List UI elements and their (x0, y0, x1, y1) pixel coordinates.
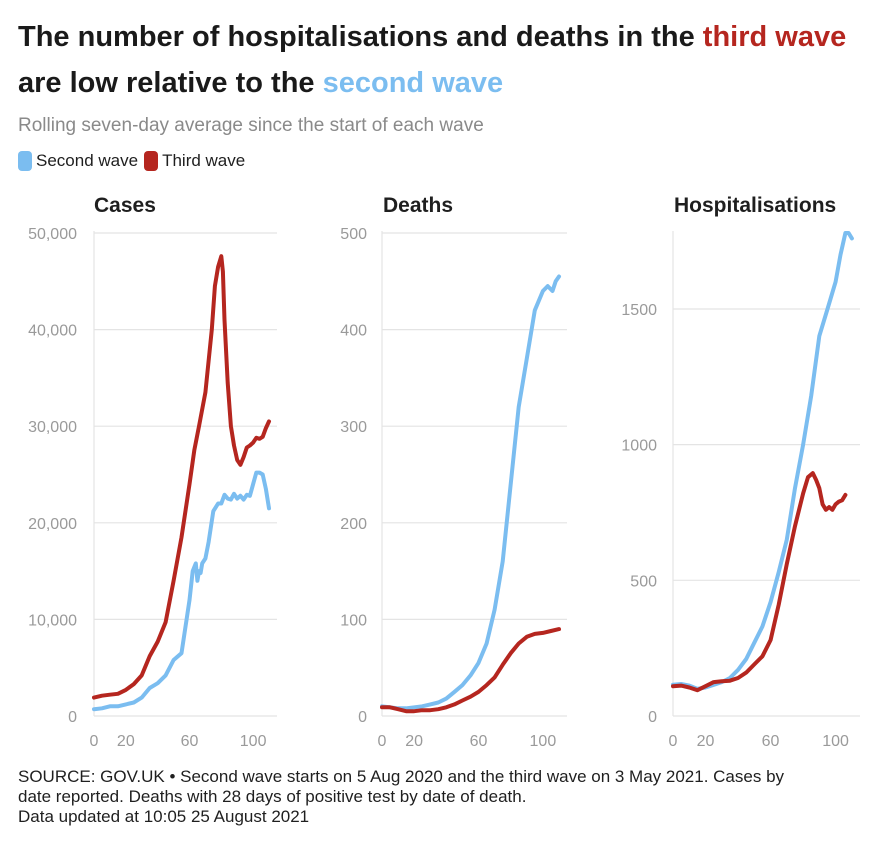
cases-x-tick-label: 60 (181, 733, 199, 750)
deaths-x-tick-label: 0 (378, 733, 387, 750)
hospitalisations-line-third-wave (671, 471, 848, 693)
cases-y-tick-label: 0 (68, 709, 77, 726)
hospitalisations-x-tick-label: 0 (669, 733, 678, 750)
legend: Second wave Third wave (18, 151, 251, 171)
deaths-x-tick-label: 20 (405, 733, 423, 750)
legend-label-second-wave: Second wave (36, 151, 139, 170)
legend-swatch-third-wave (144, 151, 159, 171)
cases-y-tick-label: 20,000 (28, 516, 77, 533)
hospitalisations-y-tick-label: 0 (648, 709, 657, 726)
deaths-line-second-wave (380, 274, 561, 711)
legend-swatch-second-wave (18, 151, 32, 171)
hospitalisations-panel-title: Hospitalisations (674, 194, 836, 217)
deaths-line-third-wave (380, 627, 561, 714)
title-third-wave: third wave (702, 21, 847, 53)
chart-title: The number of hospitalisations and death… (18, 14, 878, 106)
cases-panel-title: Cases (94, 194, 156, 217)
cases-x-tick-label: 0 (90, 733, 99, 750)
hospitalisations-line-second-wave (671, 231, 854, 691)
cases-x-tick-label: 100 (240, 733, 267, 750)
hospitalisations-x-tick-label: 60 (762, 733, 780, 750)
cases-y-tick-label: 10,000 (28, 612, 77, 629)
chart-subtitle: Rolling seven-day average since the star… (18, 115, 484, 136)
title-part-2: are low relative to the (18, 67, 323, 99)
source-line-2: date reported. Deaths with 28 days of po… (18, 787, 527, 806)
hospitalisations-y-tick-label: 1500 (621, 302, 657, 319)
deaths-y-tick-label: 100 (340, 612, 367, 629)
legend-item-second-wave: Second wave (18, 151, 138, 171)
source-line-1: SOURCE: GOV.UK • Second wave starts on 5… (18, 767, 785, 786)
cases-line-third-wave (92, 254, 271, 700)
deaths-y-tick-label: 300 (340, 419, 367, 436)
deaths-x-tick-label: 60 (470, 733, 488, 750)
source-note: SOURCE: GOV.UK • Second wave starts on 5… (18, 767, 878, 827)
deaths-x-tick-label: 100 (530, 733, 557, 750)
deaths-y-tick-label: 200 (340, 516, 367, 533)
legend-item-third-wave: Third wave (144, 151, 245, 171)
hospitalisations-y-tick-label: 500 (630, 573, 657, 590)
deaths-y-tick-label: 400 (340, 323, 367, 340)
deaths-y-tick-label: 0 (358, 709, 367, 726)
cases-x-tick-label: 20 (117, 733, 135, 750)
cases-y-tick-label: 50,000 (28, 226, 77, 243)
hospitalisations-x-tick-label: 100 (822, 733, 849, 750)
source-line-3: Data updated at 10:05 25 August 2021 (18, 807, 310, 826)
deaths-y-tick-label: 500 (340, 226, 367, 243)
deaths-panel-title: Deaths (383, 194, 453, 217)
title-part-1: The number of hospitalisations and death… (18, 21, 703, 53)
cases-y-tick-label: 30,000 (28, 419, 77, 436)
hospitalisations-x-tick-label: 20 (697, 733, 715, 750)
cases-y-tick-label: 40,000 (28, 323, 77, 340)
hospitalisations-y-tick-label: 1000 (621, 438, 657, 455)
cases-line-second-wave (92, 470, 271, 712)
title-second-wave: second wave (322, 67, 504, 99)
legend-label-third-wave: Third wave (162, 151, 246, 170)
